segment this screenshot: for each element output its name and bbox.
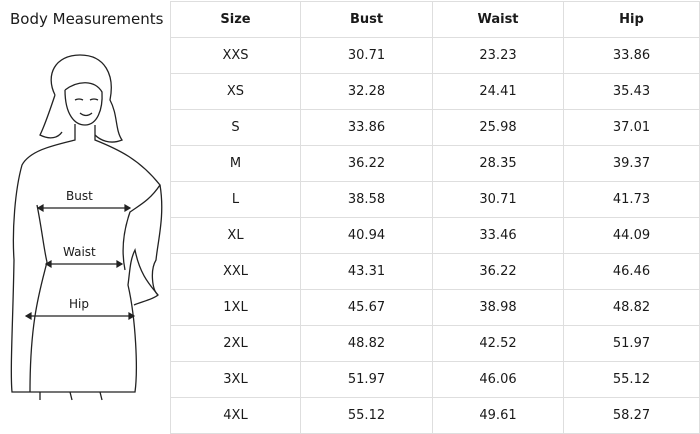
table-cell: 35.43 [563,73,700,110]
size-chart-table: Size Bust Waist Hip XXS 30.71 23.23 33.86 XS 32.… [170,1,700,434]
column-header-hip: Hip [563,1,700,38]
table-cell: 30.71 [300,37,433,74]
column-header-waist: Waist [432,1,564,38]
table-cell: 37.01 [563,109,700,146]
table-cell: 41.73 [563,181,700,218]
table-cell: L [170,181,301,218]
table-cell: 33.86 [300,109,433,146]
table-cell: XS [170,73,301,110]
table-cell: 38.98 [432,289,564,326]
table-cell: 30.71 [432,181,564,218]
table-cell: 46.46 [563,253,700,290]
table-cell: 40.94 [300,217,433,254]
table-cell: 48.82 [300,325,433,362]
table-row: 4XL 55.12 49.61 58.27 [170,397,700,434]
table-cell: 55.12 [563,361,700,398]
bust-label: Bust [66,189,93,203]
table-cell: 51.97 [300,361,433,398]
table-cell: 43.31 [300,253,433,290]
table-row: L 38.58 30.71 41.73 [170,181,700,218]
table-row: XXS 30.71 23.23 33.86 [170,37,700,74]
table-cell: XL [170,217,301,254]
table-cell: 48.82 [563,289,700,326]
column-header-size: Size [170,1,301,38]
table-cell: 38.58 [300,181,433,218]
table-cell: 46.06 [432,361,564,398]
table-cell: 32.28 [300,73,433,110]
table-cell: S [170,109,301,146]
table-row: XL 40.94 33.46 44.09 [170,217,700,254]
table-header-row: Size Bust Waist Hip [170,1,700,38]
table-row: XS 32.28 24.41 35.43 [170,73,700,110]
table-cell: 51.97 [563,325,700,362]
table-cell: 36.22 [432,253,564,290]
table-row: M 36.22 28.35 39.37 [170,145,700,182]
table-cell: 45.67 [300,289,433,326]
table-cell: 55.12 [300,397,433,434]
body-figure-illustration [10,54,163,401]
page-title: Body Measurements [10,10,164,28]
table-row: 1XL 45.67 38.98 48.82 [170,289,700,326]
table-cell: 24.41 [432,73,564,110]
table-cell: 28.35 [432,145,564,182]
table-row: XXL 43.31 36.22 46.46 [170,253,700,290]
table-row: 2XL 48.82 42.52 51.97 [170,325,700,362]
table-cell: 58.27 [563,397,700,434]
table-cell: 2XL [170,325,301,362]
column-header-bust: Bust [300,1,433,38]
table-cell: 49.61 [432,397,564,434]
table-cell: 4XL [170,397,301,434]
table-cell: 1XL [170,289,301,326]
table-cell: XXS [170,37,301,74]
table-cell: 36.22 [300,145,433,182]
table-cell: 42.52 [432,325,564,362]
waist-label: Waist [63,245,96,259]
table-row: 3XL 51.97 46.06 55.12 [170,361,700,398]
table-cell: 39.37 [563,145,700,182]
table-cell: 44.09 [563,217,700,254]
table-cell: M [170,145,301,182]
hip-label: Hip [69,297,89,311]
table-row: S 33.86 25.98 37.01 [170,109,700,146]
table-cell: XXL [170,253,301,290]
table-cell: 33.86 [563,37,700,74]
table-cell: 25.98 [432,109,564,146]
table-cell: 3XL [170,361,301,398]
table-cell: 23.23 [432,37,564,74]
table-cell: 33.46 [432,217,564,254]
